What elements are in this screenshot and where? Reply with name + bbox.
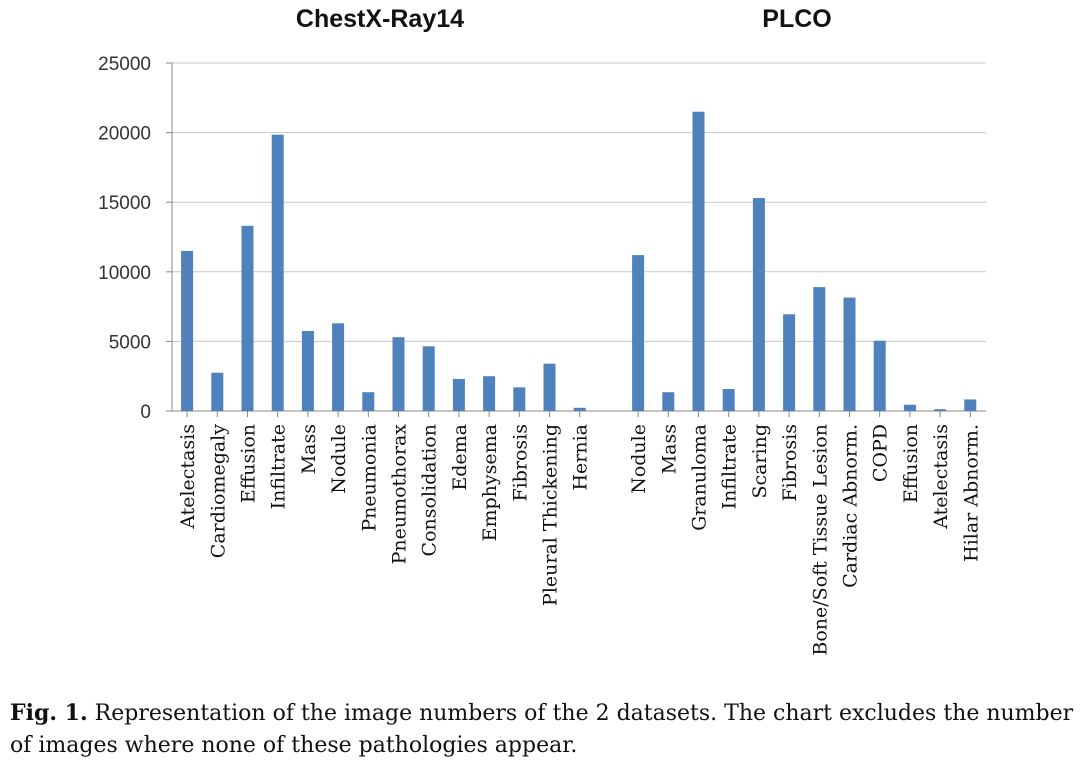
y-axis-tick-labels: 0 5000 10000 15000 20000 25000 [98,54,151,423]
group-title: ChestX-Ray14 [296,5,464,33]
x-tick-label: Atelectasis [177,424,199,530]
bar [392,337,405,411]
bar [843,297,856,411]
x-tick-label: Pneumothorax [389,424,411,565]
x-tick-label: Bone/Soft Tissue Lesion [809,424,831,656]
y-tick-label: 20000 [98,124,151,145]
x-tick-label: Nodule [328,424,350,494]
x-tick-label: Mass [298,424,320,474]
x-tick-label: Edema [449,424,471,491]
bar [632,255,645,411]
y-tick-label: 10000 [98,263,151,284]
bar [513,387,526,411]
x-tick-label: Pneumonia [358,424,380,532]
bar [903,404,916,411]
x-tick-label: Effusion [900,424,922,503]
x-tick-label: COPD [870,424,892,482]
bar [271,134,284,412]
x-tick-label: Cardiac Abnorm. [840,424,862,588]
x-tick-label: Fibrosis [509,424,531,502]
bar [813,287,826,411]
bar [722,389,735,411]
y-tick-label: 15000 [98,193,151,214]
x-tick-label: Emphysema [479,424,501,541]
gridlines [172,62,986,342]
figure-caption: Fig. 1. Representation of the image numb… [10,697,1076,762]
y-tick-label: 0 [140,402,151,423]
bar [332,323,345,411]
bar [422,346,435,411]
x-tick-label: Nodule [628,424,650,494]
group-title: PLCO [762,5,831,33]
x-tick-label: Infiltrate [268,424,290,509]
bar [452,378,465,411]
bar [934,409,947,411]
x-tick-label: Mass [658,424,680,474]
axes [166,62,986,417]
bar [241,225,254,411]
caption-label: Fig. 1. [10,700,88,726]
bar [783,314,796,411]
caption-text: Representation of the image numbers of t… [10,701,1074,758]
bar [483,376,496,411]
x-axis-tick-labels: Atelectasis Cardiomegaly Effusion Infiltrat… [177,424,982,656]
bar [362,392,375,411]
bar [662,392,675,411]
bar [543,363,556,411]
bar [181,250,194,411]
bar-chart: 0 5000 10000 15000 20000 25000 Atelectasis Car… [98,5,986,656]
y-tick-label: 25000 [98,54,151,75]
group-titles: ChestX-Ray14 PLCO [296,5,832,33]
x-tick-label: Scaring [749,424,771,499]
x-tick-label: Atelectasis [930,424,952,530]
bars [181,111,977,412]
bar [211,372,224,411]
x-tick-label: Infiltrate [719,424,741,509]
bar [964,399,977,411]
x-tick-label: Fibrosis [779,424,801,502]
x-tick-label: Granuloma [689,424,711,531]
bar [752,198,765,411]
bar [873,340,886,411]
x-tick-label: Cardiomegaly [207,424,229,558]
bar [692,111,705,411]
y-tick-label: 5000 [109,332,151,353]
x-tick-label: Effusion [238,424,260,503]
bar [573,407,586,411]
bar [301,330,314,411]
x-tick-label: Consolidation [419,424,441,556]
x-tick-label: Pleural Thickening [540,424,562,606]
x-tick-label: Hernia [570,424,592,491]
x-tick-label: Hilar Abnorm. [960,424,982,562]
